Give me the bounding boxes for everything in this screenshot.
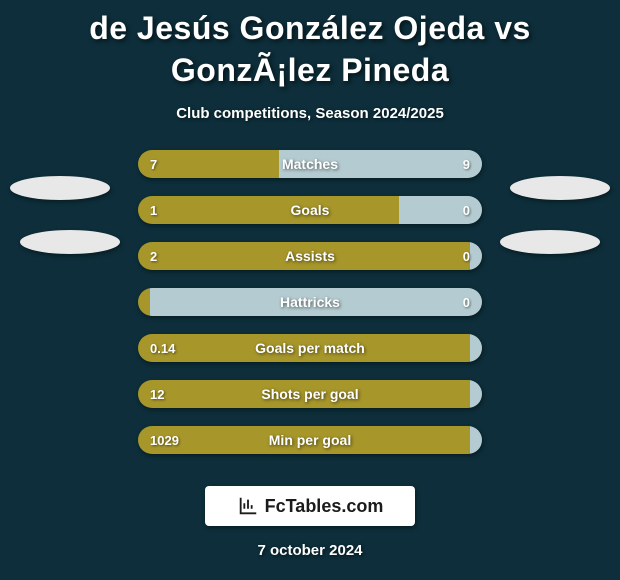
stat-row: 1029Min per goal: [138, 426, 482, 454]
logo-text: FcTables.com: [265, 496, 384, 517]
logo-box[interactable]: FcTables.com: [205, 486, 415, 526]
stat-left-segment: 12: [138, 380, 470, 408]
stat-row: 10Goals: [138, 196, 482, 224]
stat-right-segment: [470, 334, 482, 362]
chart-icon: [237, 495, 259, 517]
stat-row: 20Assists: [138, 242, 482, 270]
stats-container: 79Matches 10Goals 20Assists 00Hattricks 0.14…: [0, 150, 620, 526]
stat-right-segment: 0: [399, 196, 482, 224]
stat-left-segment: 7: [138, 150, 279, 178]
stat-right-segment: 0: [470, 242, 482, 270]
stat-left-segment: 2: [138, 242, 470, 270]
avatar: [20, 230, 120, 254]
stat-right-segment: [470, 380, 482, 408]
page-title: de Jesús González Ojeda vs GonzÃ¡lez Pin…: [0, 0, 620, 91]
stat-row: 0.14Goals per match: [138, 334, 482, 362]
stat-right-segment: 9: [279, 150, 482, 178]
stat-left-segment: 0.14: [138, 334, 470, 362]
date-text: 7 october 2024: [0, 542, 620, 559]
subtitle: Club competitions, Season 2024/2025: [0, 105, 620, 122]
avatar: [500, 230, 600, 254]
avatar: [10, 176, 110, 200]
stat-row: 12Shots per goal: [138, 380, 482, 408]
stat-right-segment: 0: [150, 288, 482, 316]
avatar: [510, 176, 610, 200]
stat-left-segment: 1029: [138, 426, 470, 454]
stat-row: 79Matches: [138, 150, 482, 178]
stat-row: 00Hattricks: [138, 288, 482, 316]
stat-left-segment: 1: [138, 196, 399, 224]
stat-right-segment: [470, 426, 482, 454]
stat-left-segment: 0: [138, 288, 150, 316]
